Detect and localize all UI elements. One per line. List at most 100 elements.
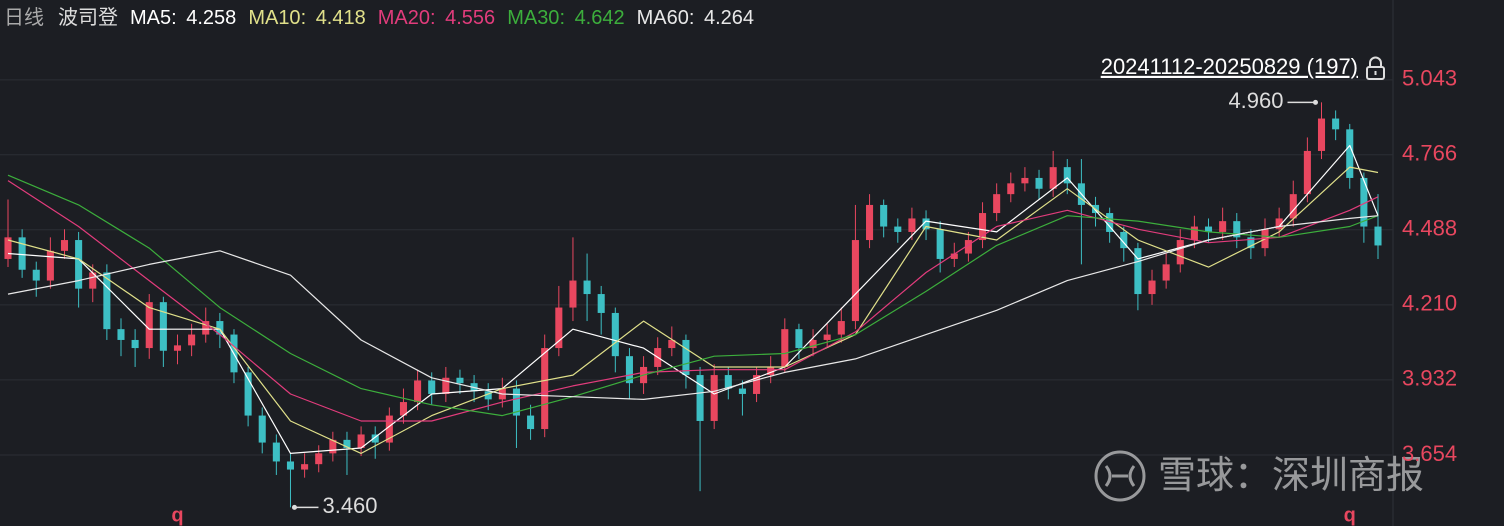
candle-body [837,321,845,335]
event-marker: q [171,504,183,526]
candle-body [1049,167,1057,189]
candle-body [555,307,563,349]
candle-body [1332,118,1340,130]
legend-separator: : [301,7,312,29]
candle-body [1346,129,1354,178]
candle-body [1374,226,1382,246]
candle-body [724,375,732,389]
y-tick-label: 4.766 [1402,141,1457,166]
candle-body [851,240,859,322]
max-label: 4.960 [1228,88,1283,113]
candle-body [795,329,803,349]
candle-body [1148,280,1156,295]
max-arrow-head [1313,99,1319,105]
candle-body [18,237,26,270]
candle-body [1035,177,1043,189]
candle-body [950,253,958,259]
candle-body [964,240,972,254]
candle-body [1120,231,1128,249]
candle-body [343,439,351,448]
candle-body [484,391,492,400]
candle-body [329,439,337,454]
ma-line [7,180,1379,422]
legend-value: 4.264 [704,7,754,29]
candle-body [993,194,1001,214]
candle-body [767,366,775,376]
legend-separator: : [430,7,441,29]
candle-body [710,375,718,421]
legend-separator: : [171,7,182,29]
candle-body [385,415,393,443]
candle-body [32,269,40,281]
candle-body [541,348,549,430]
candle-body [1219,221,1227,232]
ma-line [7,144,1379,454]
candle-body [936,229,944,259]
candle-body [880,204,888,227]
candle-body [1021,177,1029,184]
legend-value: 4.556 [445,7,495,29]
candle-body [272,442,280,462]
candle-body [202,321,210,335]
candle-body [866,204,874,241]
legend-name: MA20 [378,7,430,29]
candle-body [244,372,252,416]
candle-body [1233,221,1241,238]
candle-body [89,272,97,289]
candle-body [442,377,450,394]
legend-value: 4.258 [186,7,236,29]
legend-name: MA30 [507,7,559,29]
candle-body [1275,218,1283,230]
candle-body [979,213,987,241]
candle-body [1176,240,1184,265]
candle-body [1106,213,1114,232]
min-label: 3.460 [322,493,377,518]
y-tick-label: 3.932 [1402,366,1457,391]
candle-body [188,334,196,346]
candle-body [75,240,83,289]
candle-body [1190,226,1198,241]
y-tick-label: 3.654 [1402,441,1457,466]
candle-body [145,302,153,349]
lock-icon[interactable] [1366,56,1385,80]
legend-separator: : [559,7,570,29]
range-label[interactable]: 20241112-20250829 (197) [1101,54,1358,79]
candle-body [809,339,817,349]
grid [0,79,1393,456]
legend: 日线 波司登 MA5: 4.258 MA10: 4.418 MA20: 4.556 MA3… [4,6,754,29]
candle-body [414,380,422,403]
candle-body [583,280,591,295]
y-tick-label: 4.488 [1402,216,1457,241]
candle-body [1360,177,1368,227]
candle-body [625,356,633,384]
event-marker: q [1344,504,1356,526]
candle-body [1162,264,1170,281]
candle-body [569,280,577,308]
legend-name: MA5 [130,7,171,29]
candle-body [286,461,295,470]
candle-body [1303,150,1311,195]
candle-body [527,415,535,430]
candle-body [696,375,704,421]
legend-value: 4.642 [575,7,625,29]
candle-body [512,388,520,416]
candle-body [738,388,746,394]
candle-body [301,464,309,470]
candle-body [4,237,12,259]
legend-name: MA10 [248,7,300,29]
candle-body [1317,118,1326,151]
candle-body [781,329,789,367]
candle-body [922,218,930,230]
candle-body [1134,248,1142,295]
candle-body [823,334,831,340]
candle-body [1007,183,1015,195]
ma-lines [7,144,1379,454]
min-arrow-head [291,504,297,510]
candle-body [46,250,54,281]
candle-body [131,339,139,349]
ma-line [7,174,1379,417]
candle-body [753,375,761,394]
candle-body [60,240,69,251]
